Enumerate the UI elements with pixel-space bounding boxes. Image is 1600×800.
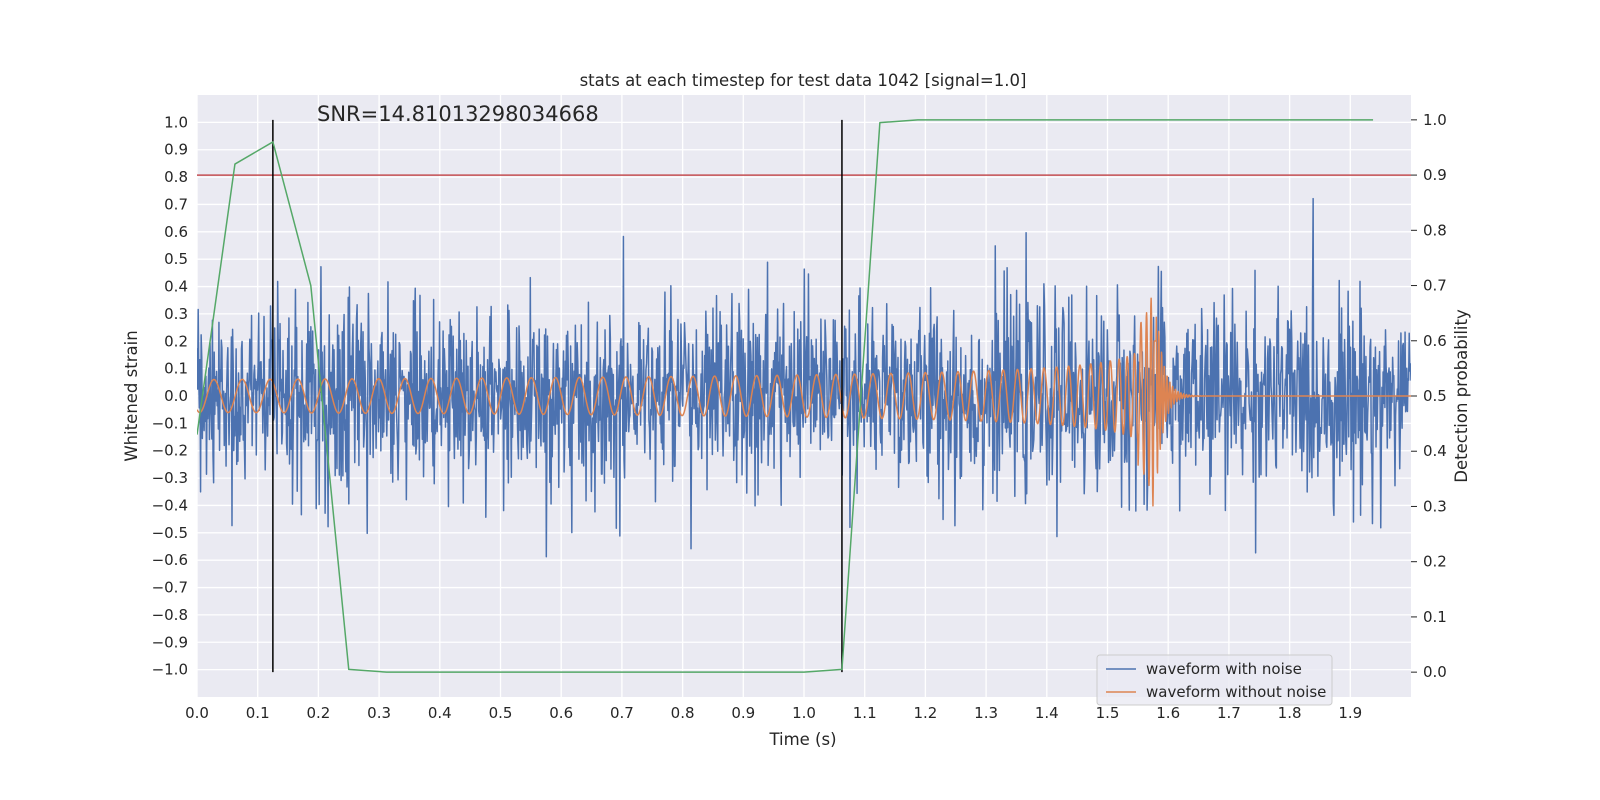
left-axis-ticks: 1.0 0.9 0.8 0.7 0.6 0.5 0.4 0.3 0.2 0.1 0.0 −0.1 −0.…: [152, 113, 188, 678]
y-tick-label: 0.1: [164, 360, 188, 378]
x-tick-label: 0.9: [731, 704, 755, 722]
x-tick-label: 1.0: [792, 704, 816, 722]
y2-tick-label: 0.0: [1423, 663, 1447, 681]
x-tick-label: 0.6: [549, 704, 573, 722]
x-tick-label: 0.7: [610, 704, 634, 722]
x-axis-ticks: 0.0 0.1 0.2 0.3 0.4 0.5 0.6 0.7 0.8 0.9 1.0 1.1 1.2 1…: [185, 704, 1362, 722]
y2-tick-label: 0.1: [1423, 608, 1447, 626]
x-tick-label: 1.6: [1156, 704, 1180, 722]
y-tick-label: 0.8: [164, 168, 188, 186]
y-tick-label: 0.9: [164, 141, 188, 159]
y-tick-label: −0.3: [152, 469, 188, 487]
y2-tick-label: 0.8: [1423, 221, 1447, 239]
y-tick-label: 0.0: [164, 387, 188, 405]
x-tick-label: 1.2: [913, 704, 937, 722]
snr-annotation: SNR=14.81013298034668: [317, 102, 599, 126]
x-tick-label: 1.8: [1278, 704, 1302, 722]
right-axis-ticks: 1.0 0.9 0.8 0.7 0.6 0.5 0.4 0.3 0.2 0.1 0.0: [1411, 111, 1447, 681]
chart-title: stats at each timestep for test data 104…: [580, 71, 1027, 90]
y-tick-label: −0.9: [152, 633, 188, 651]
legend: waveform with noise waveform without noi…: [1096, 654, 1333, 706]
x-tick-label: 1.9: [1338, 704, 1362, 722]
x-tick-label: 0.4: [428, 704, 452, 722]
legend-box: [1096, 654, 1333, 706]
y-tick-label: −0.4: [152, 496, 188, 514]
x-tick-label: 1.4: [1035, 704, 1059, 722]
x-tick-label: 1.1: [853, 704, 877, 722]
x-tick-label: 1.5: [1096, 704, 1120, 722]
y-tick-label: 0.6: [164, 223, 188, 241]
y-tick-label: −1.0: [152, 661, 188, 679]
y-tick-label: −0.6: [152, 551, 188, 569]
x-tick-label: 1.7: [1217, 704, 1241, 722]
y2-tick-label: 0.6: [1423, 332, 1447, 350]
y-tick-label: 0.5: [164, 250, 188, 268]
x-tick-label: 0.5: [489, 704, 513, 722]
y2-tick-label: 0.7: [1423, 277, 1447, 295]
legend-label-clean: waveform without noise: [1146, 683, 1326, 701]
y-tick-label: −0.8: [152, 606, 188, 624]
x-tick-label: 0.8: [671, 704, 695, 722]
y2-tick-label: 0.3: [1423, 497, 1447, 515]
y-tick-label: 0.3: [164, 305, 188, 323]
y-tick-label: −0.5: [152, 524, 188, 542]
y-tick-label: 0.7: [164, 195, 188, 213]
y-tick-label: −0.1: [152, 414, 188, 432]
series-waveform-with-noise: [197, 197, 1411, 558]
series-waveform-without-noise: [197, 297, 1411, 507]
x-tick-label: 0.3: [367, 704, 391, 722]
x-tick-label: 0.0: [185, 704, 209, 722]
x-axis-label: Time (s): [768, 730, 836, 749]
y-axis-label: Whitened strain: [122, 330, 141, 461]
y-tick-label: 1.0: [164, 113, 188, 131]
y-tick-label: −0.2: [152, 442, 188, 460]
y-tick-label: 0.4: [164, 278, 188, 296]
y2-tick-label: 0.5: [1423, 387, 1447, 405]
detection-vlines: [272, 119, 843, 673]
y2-axis-label: Detection probability: [1452, 309, 1471, 483]
y2-tick-label: 0.9: [1423, 166, 1447, 184]
x-tick-label: 1.3: [974, 704, 998, 722]
y-tick-label: 0.2: [164, 332, 188, 350]
y2-tick-label: 1.0: [1423, 111, 1447, 129]
legend-label-noise: waveform with noise: [1146, 660, 1302, 678]
x-tick-label: 0.1: [246, 704, 270, 722]
series-detection-probability: [197, 119, 1374, 673]
x-tick-label: 0.2: [306, 704, 330, 722]
y2-tick-label: 0.2: [1423, 553, 1447, 571]
y2-tick-label: 0.4: [1423, 442, 1447, 460]
y-tick-label: −0.7: [152, 579, 188, 597]
